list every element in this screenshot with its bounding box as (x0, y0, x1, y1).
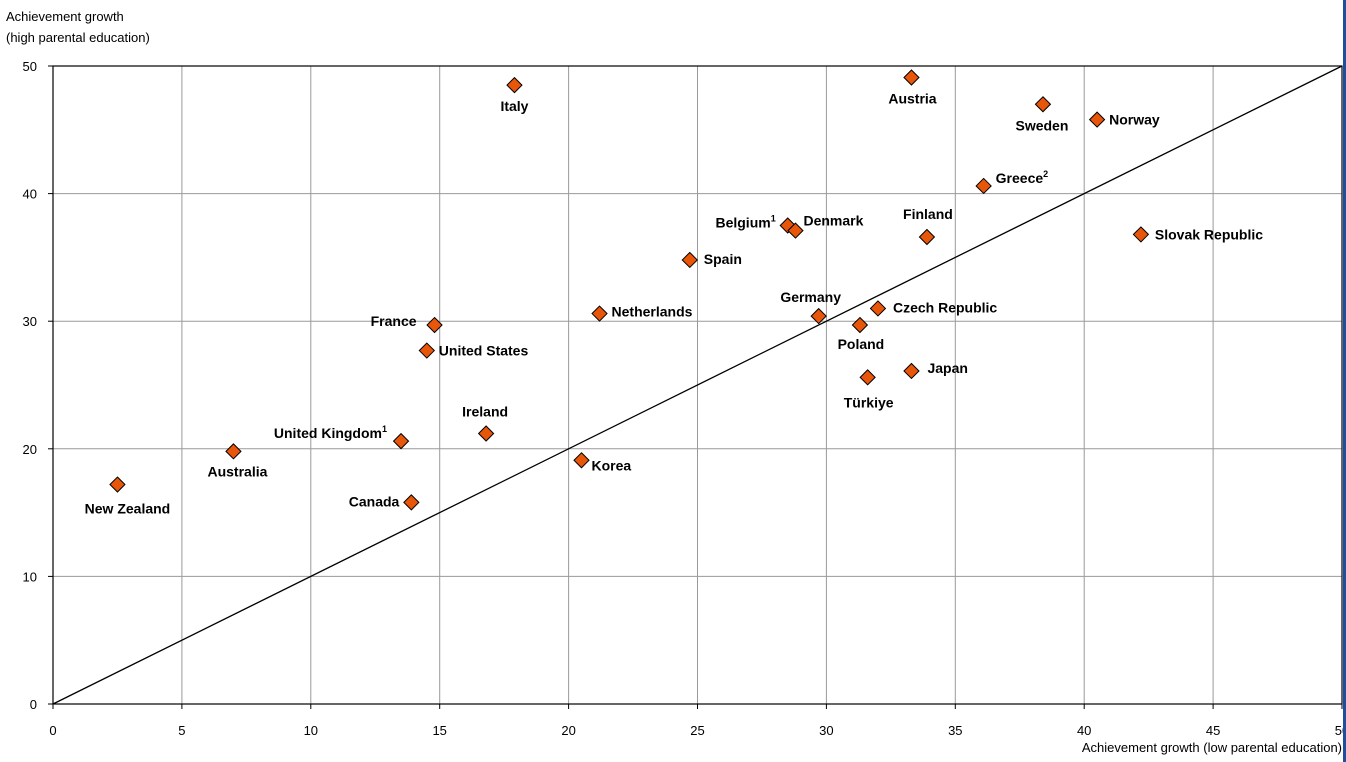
point-label: Italy (500, 98, 528, 114)
y-axis-title-line-1: Achievement growth (6, 9, 124, 24)
x-tick-label: 30 (819, 723, 833, 738)
point-label: Ireland (462, 403, 508, 419)
x-tick-label: 35 (948, 723, 962, 738)
point-marker (851, 316, 869, 334)
point-marker (591, 305, 608, 322)
point-marker (1132, 226, 1150, 243)
point-marker (392, 432, 410, 450)
y-axis-title-line-2: (high parental education) (6, 30, 150, 45)
point-marker (1088, 111, 1106, 128)
point-marker (418, 342, 436, 359)
y-axis-ticks: 0 10 20 30 40 50 (23, 59, 53, 712)
point-label: Greece2 (996, 169, 1048, 186)
point-marker (975, 177, 992, 195)
point-label: Türkiye (844, 394, 894, 410)
x-tick-label: 5 (178, 723, 185, 738)
y-tick-label: 40 (23, 187, 37, 202)
point-marker (573, 452, 590, 469)
point-marker (681, 251, 698, 269)
y-tick-label: 0 (30, 697, 37, 712)
window-edge-bar (1343, 0, 1346, 762)
y-tick-label: 50 (23, 59, 37, 74)
x-tick-label: 45 (1206, 723, 1220, 738)
point-marker (1034, 96, 1052, 113)
point-marker (859, 369, 876, 386)
point-label: United Kingdom1 (274, 424, 387, 441)
point-label-footnote: 2 (1043, 169, 1048, 179)
y-tick-label: 30 (23, 314, 37, 329)
reference-line (52, 65, 1343, 705)
point-label: Korea (591, 457, 631, 473)
x-tick-label: 20 (561, 723, 575, 738)
point-label: United States (439, 343, 529, 359)
point-label: Czech Republic (893, 299, 997, 315)
point-label: Germany (780, 289, 841, 305)
point-label: Finland (903, 206, 953, 222)
point-marker (225, 443, 242, 460)
point-label: Sweden (1015, 117, 1068, 133)
point-labels: New Zealand Australia United Kingdom1 Canad… (85, 90, 1264, 516)
point-marker (477, 425, 495, 442)
point-label: Japan (927, 360, 967, 376)
point-marker (506, 76, 523, 94)
point-label: Denmark (803, 213, 863, 229)
x-axis-title: Achievement growth (low parental educati… (1081, 740, 1342, 755)
grid-lines (53, 66, 1342, 704)
x-axis-ticks: 0 5 10 15 20 25 30 35 40 45 50 (49, 704, 1346, 738)
point-label: Slovak Republic (1155, 226, 1263, 242)
y-tick-label: 10 (23, 569, 37, 584)
point-marker (403, 494, 420, 511)
point-label: Belgium1 (715, 214, 775, 231)
y-tick-label: 20 (23, 442, 37, 457)
point-label-footnote: 1 (382, 424, 387, 434)
point-marker (810, 307, 827, 325)
x-tick-label: 15 (432, 723, 446, 738)
point-label: New Zealand (85, 501, 171, 517)
point-label: Poland (838, 336, 885, 352)
point-label: Austria (888, 90, 936, 106)
point-label: Australia (207, 463, 267, 479)
point-label: Netherlands (612, 304, 693, 320)
point-marker (109, 476, 126, 493)
x-tick-label: 10 (304, 723, 318, 738)
point-marker (903, 362, 920, 380)
point-marker (426, 316, 443, 334)
point-label: France (371, 313, 417, 329)
point-label-footnote: 1 (771, 214, 776, 224)
point-marker (903, 69, 920, 86)
point-marker (918, 228, 936, 246)
data-points (109, 69, 1150, 511)
y-axis-title: Achievement growth (high parental educat… (6, 6, 150, 48)
x-tick-label: 50 (1335, 723, 1346, 738)
x-tick-label: 40 (1077, 723, 1091, 738)
point-label: Norway (1109, 112, 1160, 128)
point-label: Spain (704, 251, 742, 267)
point-label: Canada (349, 493, 400, 509)
point-marker (869, 300, 887, 317)
x-tick-label: 25 (690, 723, 704, 738)
x-tick-label: 0 (49, 723, 56, 738)
point-marker (787, 222, 804, 239)
